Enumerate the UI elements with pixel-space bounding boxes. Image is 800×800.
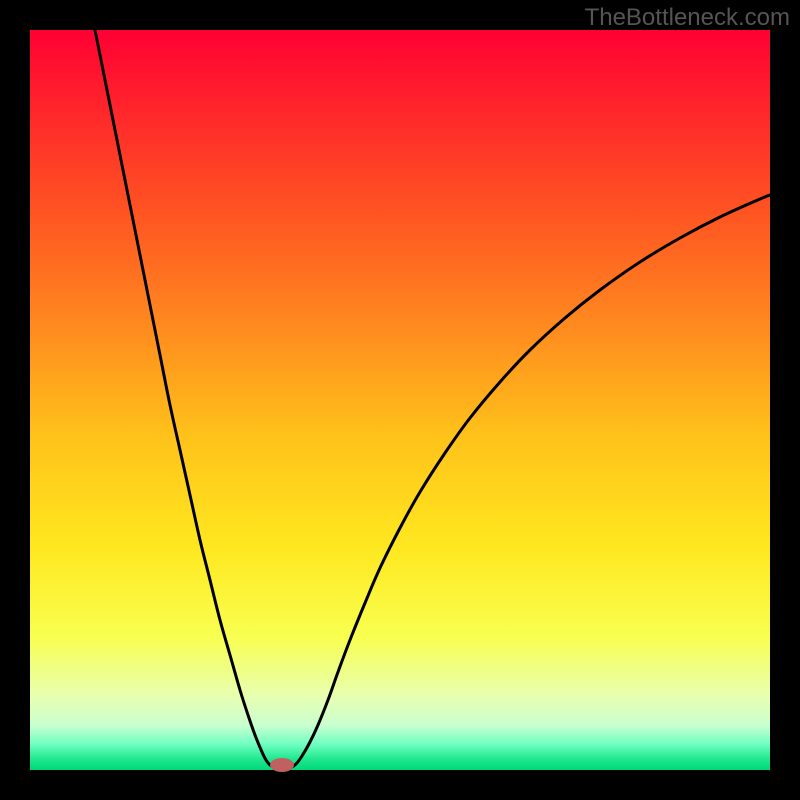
watermark-text: TheBottleneck.com <box>585 4 790 32</box>
bottleneck-chart <box>0 0 800 800</box>
chart-container: TheBottleneck.com <box>0 0 800 800</box>
chart-plot-area <box>30 30 770 770</box>
optimal-point-marker <box>270 758 294 772</box>
